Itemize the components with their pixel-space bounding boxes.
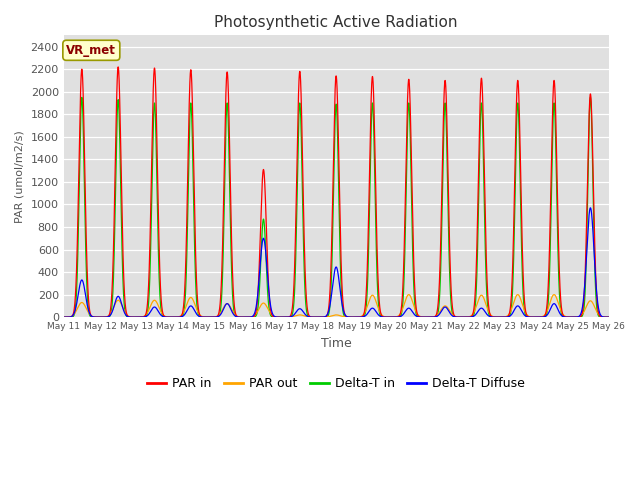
Y-axis label: PAR (umol/m2/s): PAR (umol/m2/s) [15, 130, 25, 223]
Title: Photosynthetic Active Radiation: Photosynthetic Active Radiation [214, 15, 458, 30]
X-axis label: Time: Time [321, 336, 351, 349]
Legend: PAR in, PAR out, Delta-T in, Delta-T Diffuse: PAR in, PAR out, Delta-T in, Delta-T Dif… [142, 372, 530, 396]
Text: VR_met: VR_met [67, 44, 116, 57]
